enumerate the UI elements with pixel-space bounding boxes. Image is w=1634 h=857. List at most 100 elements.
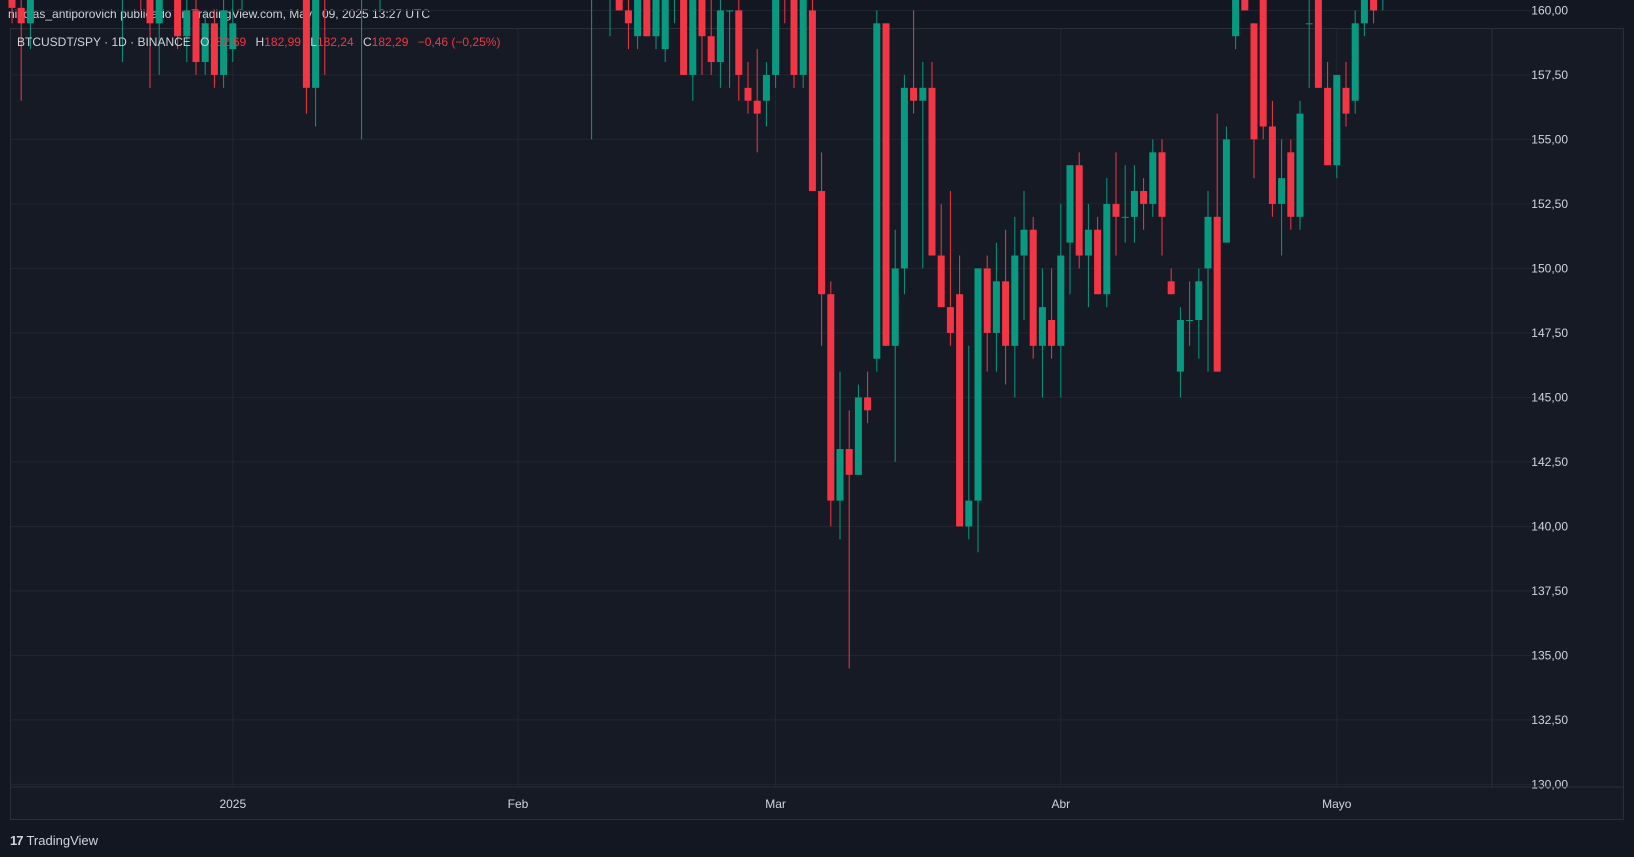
candle-body (1112, 203, 1120, 217)
candle-body (873, 23, 881, 359)
y-tick-label: 155,00 (1531, 132, 1568, 146)
candle-body (891, 268, 899, 346)
x-tick-label: Mayo (1322, 797, 1352, 811)
y-tick-label: 147,50 (1531, 326, 1568, 340)
candle-body (1370, 0, 1378, 11)
legend-high-value: 182,99 (264, 35, 301, 49)
candle-body (845, 449, 853, 475)
tradingview-brand-text: TradingView (26, 832, 99, 848)
candle-body (1268, 126, 1276, 204)
candle-body (726, 10, 734, 12)
candle-body (652, 0, 660, 37)
candle-body (836, 449, 844, 501)
candle-body (8, 0, 16, 8)
legend-low-label: L (310, 35, 317, 49)
candle-body (1250, 23, 1258, 140)
candle-body (1121, 216, 1129, 218)
candle-body (689, 0, 697, 75)
candle-body (1011, 255, 1019, 346)
candle-body (1130, 191, 1138, 217)
candle-body (818, 191, 826, 295)
candle-body (1222, 139, 1230, 243)
candle-body (17, 7, 25, 24)
y-tick-label: 160,00 (1531, 3, 1568, 17)
x-tick-label: Feb (508, 797, 529, 811)
candle-body (1084, 229, 1092, 256)
candle-body (1278, 178, 1286, 204)
candle-body (192, 10, 200, 63)
candle-body (854, 397, 862, 475)
candle-body (753, 100, 761, 114)
candle-body (302, 0, 310, 88)
y-tick-label: 157,50 (1531, 68, 1568, 82)
candle-body (937, 255, 945, 308)
candle-body (928, 87, 936, 256)
candle-body (992, 281, 1000, 333)
candle-body (946, 307, 954, 333)
candle-body (1342, 87, 1350, 114)
candle-body (983, 268, 991, 333)
candle-body (1324, 87, 1332, 166)
candle-body (1213, 216, 1221, 372)
y-tick-label: 140,00 (1531, 519, 1568, 533)
candle-body (174, 0, 182, 37)
candle-body (882, 23, 890, 346)
candle-body (1029, 229, 1037, 346)
legend-open-label: O (200, 35, 210, 49)
candle-body (155, 0, 163, 24)
candle-body (919, 87, 927, 101)
symbol-legend[interactable]: BTCUSDT/SPY · 1D · BINANCE O182,69 H182,… (17, 34, 500, 50)
x-tick-label: Mar (765, 797, 786, 811)
candle-body (661, 0, 669, 50)
legend-high-label: H (255, 35, 265, 49)
tradingview-brand[interactable]: 17 TradingView (10, 830, 98, 850)
legend-close-value: 182,29 (371, 35, 409, 49)
legend-symbol[interactable]: BTCUSDT/SPY · 1D · BINANCE (17, 35, 191, 49)
y-tick-label: 152,50 (1531, 197, 1568, 211)
candle-body (1360, 0, 1368, 24)
candle-body (772, 0, 780, 75)
y-tick-label: 130,00 (1531, 777, 1568, 791)
candle-body (1296, 113, 1304, 217)
chart-frame[interactable] (10, 28, 1624, 820)
candle-body (643, 0, 651, 37)
candle-body (210, 23, 218, 75)
x-tick-label: Abr (1051, 797, 1070, 811)
candle-body (1038, 307, 1046, 346)
x-tick-label: 2025 (219, 797, 246, 811)
candle-body (956, 294, 964, 527)
candle-body (201, 23, 209, 63)
candle-body (707, 36, 715, 63)
candle-body (183, 10, 191, 37)
candle-body (1020, 229, 1028, 256)
candle-body (790, 0, 798, 75)
candle-body (1241, 0, 1249, 11)
candle-body (762, 74, 770, 101)
candle-body (1176, 320, 1184, 372)
candle-body (799, 0, 807, 75)
candle-body (26, 0, 34, 24)
candle-body (1314, 0, 1322, 88)
candle-body (1075, 165, 1083, 256)
candle-body (744, 87, 752, 101)
candle-body (1158, 152, 1166, 217)
candle-body (615, 0, 623, 11)
candle-body (1094, 229, 1102, 295)
candle-body (808, 10, 816, 192)
candle-body (312, 0, 320, 88)
y-tick-label: 150,00 (1531, 261, 1568, 275)
candle-body (624, 10, 632, 24)
y-tick-label: 132,50 (1531, 713, 1568, 727)
candle-body (1057, 255, 1065, 346)
candle-body (1048, 320, 1056, 346)
candle-body (1002, 281, 1010, 346)
candle-body (1066, 165, 1074, 243)
candle-body (1259, 0, 1267, 127)
y-tick-label: 137,50 (1531, 584, 1568, 598)
candle-body (1195, 281, 1203, 321)
candle-body (900, 87, 908, 269)
candle-body (1305, 23, 1313, 25)
y-tick-label: 142,50 (1531, 455, 1568, 469)
legend-low-value: 182,24 (316, 35, 354, 49)
